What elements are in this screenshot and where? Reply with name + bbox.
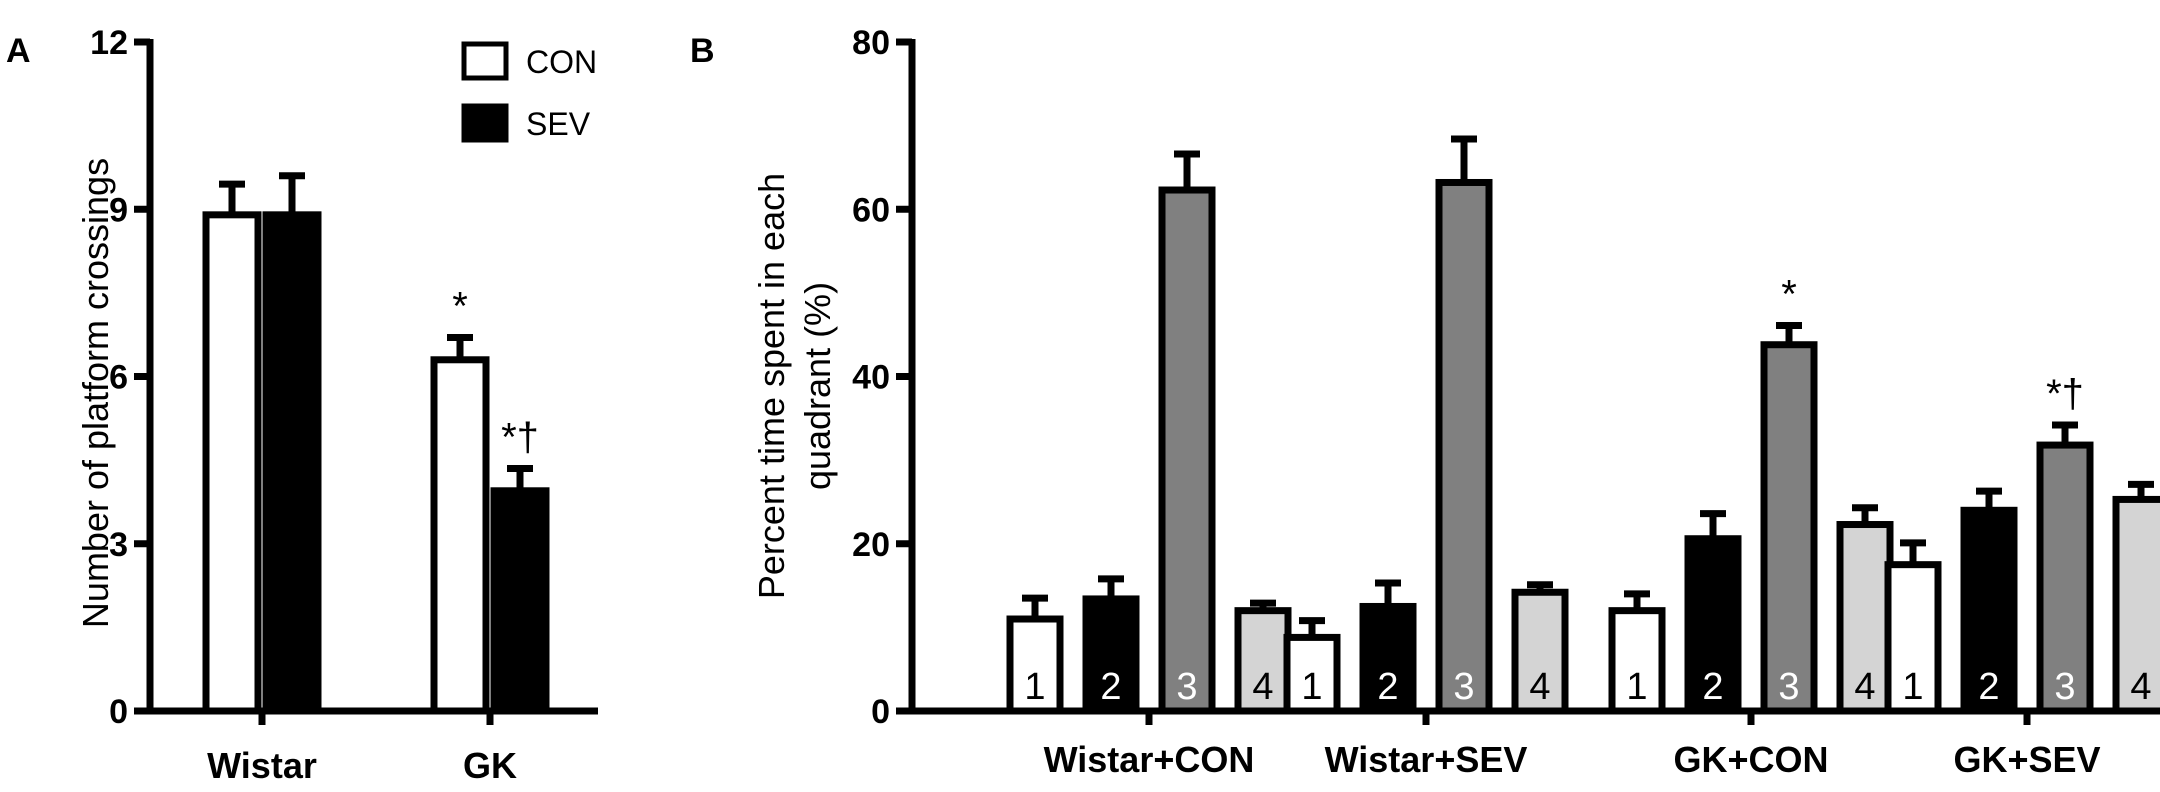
panel-b-bar [2112, 495, 2160, 715]
panel-a-x-tick-label: Wistar [207, 745, 317, 786]
panel-a-y-tick-label: 0 [109, 693, 128, 731]
panel-a-x-tick-label: GK [463, 745, 517, 786]
panel-a-legend-swatch [461, 41, 509, 81]
panel-a-y-axis-title: Number of platform crossings [75, 158, 116, 628]
panel-b-significance-marker: * [1781, 272, 1797, 316]
panel-b-quadrant-label: 1 [1024, 666, 1045, 708]
panel-b-x-tick-label: Wistar+CON [1044, 739, 1255, 780]
panel-b-bar [2036, 441, 2094, 715]
panel-b-quadrant-label: 3 [1778, 666, 1799, 708]
panel-b-quadrant-label: 4 [1529, 666, 1550, 708]
panel-b-quadrant-label: 3 [1176, 666, 1197, 708]
panel-b-bar [1435, 178, 1493, 715]
panel-b-y-axis-title-line-2: quadrant (%) [797, 282, 838, 490]
panel-b-quadrant-label: 4 [1252, 666, 1273, 708]
panel-b-bar [1684, 535, 1742, 715]
panel-b-quadrant-label: 3 [2054, 666, 2075, 708]
panel-a-significance-marker: * [452, 284, 468, 328]
panel-b-bar [1158, 186, 1216, 715]
panel-a-bar [262, 211, 322, 715]
panel-a-label: A [6, 32, 31, 70]
panel-a-significance-marker: *† [501, 415, 539, 459]
panel-b-quadrant-label: 4 [2130, 666, 2151, 708]
panel-a-bar [202, 211, 262, 715]
panel-b-quadrant-label: 1 [1301, 666, 1322, 708]
panel-a-y-tick-label: 3 [109, 526, 128, 564]
panel-b-quadrant-label: 2 [1978, 666, 1999, 708]
panel-b-bar [1511, 588, 1569, 715]
panel-a-bar [430, 356, 490, 715]
panel-b-bar [1283, 633, 1341, 715]
panel-b-quadrant-label: 1 [1902, 666, 1923, 708]
panel-a-legend-label: SEV [526, 106, 591, 142]
panel-b-significance-marker: *† [2046, 372, 2084, 416]
panel-b-bar [1760, 341, 1818, 715]
panel-b-y-tick-label: 80 [852, 24, 890, 62]
panel-b-bar [1006, 615, 1064, 715]
panel-b-bar [1082, 595, 1140, 715]
panel-b-quadrant-label: 3 [1453, 666, 1474, 708]
panel-b-bar [1234, 607, 1292, 715]
panel-a-y-tick-label: 6 [109, 359, 128, 397]
panel-b-label: B [690, 32, 715, 70]
panel-b-quadrant-label: 1 [1626, 666, 1647, 708]
panel-b-x-tick-label: GK+CON [1673, 739, 1828, 780]
panel-b-bar [1884, 561, 1942, 715]
panel-b-y-tick-label: 60 [852, 191, 890, 229]
panel-a-bar [490, 487, 550, 715]
panel-a-chart: A Number of platform crossings 0 3 6 9 12 Wis… [6, 24, 598, 786]
panel-b-quadrant-label: 2 [1100, 666, 1121, 708]
panel-b-x-tick-label: Wistar+SEV [1325, 739, 1528, 780]
panel-b-y-tick-label: 20 [852, 526, 890, 564]
panel-a-legend-swatch [461, 103, 509, 143]
panel-b-quadrant-label: 2 [1377, 666, 1398, 708]
panel-b-quadrant-label: 2 [1702, 666, 1723, 708]
panel-b-bar [1359, 602, 1417, 715]
panel-a-legend-label: CON [526, 44, 597, 80]
panel-b-y-axis-title-line-1: Percent time spent in each [751, 173, 792, 599]
panel-b-y-tick-label: 40 [852, 359, 890, 397]
panel-b-bar [1960, 506, 2018, 715]
panel-b-chart: B Percent time spent in each quadrant (%… [690, 24, 2160, 780]
panel-b-y-tick-label: 0 [871, 693, 890, 731]
panel-a-y-tick-label: 12 [90, 24, 128, 62]
panel-a-y-tick-label: 9 [109, 191, 128, 229]
panel-b-bar [1608, 607, 1666, 715]
panel-b-quadrant-label: 4 [1854, 666, 1875, 708]
panel-b-x-tick-label: GK+SEV [1953, 739, 2100, 780]
